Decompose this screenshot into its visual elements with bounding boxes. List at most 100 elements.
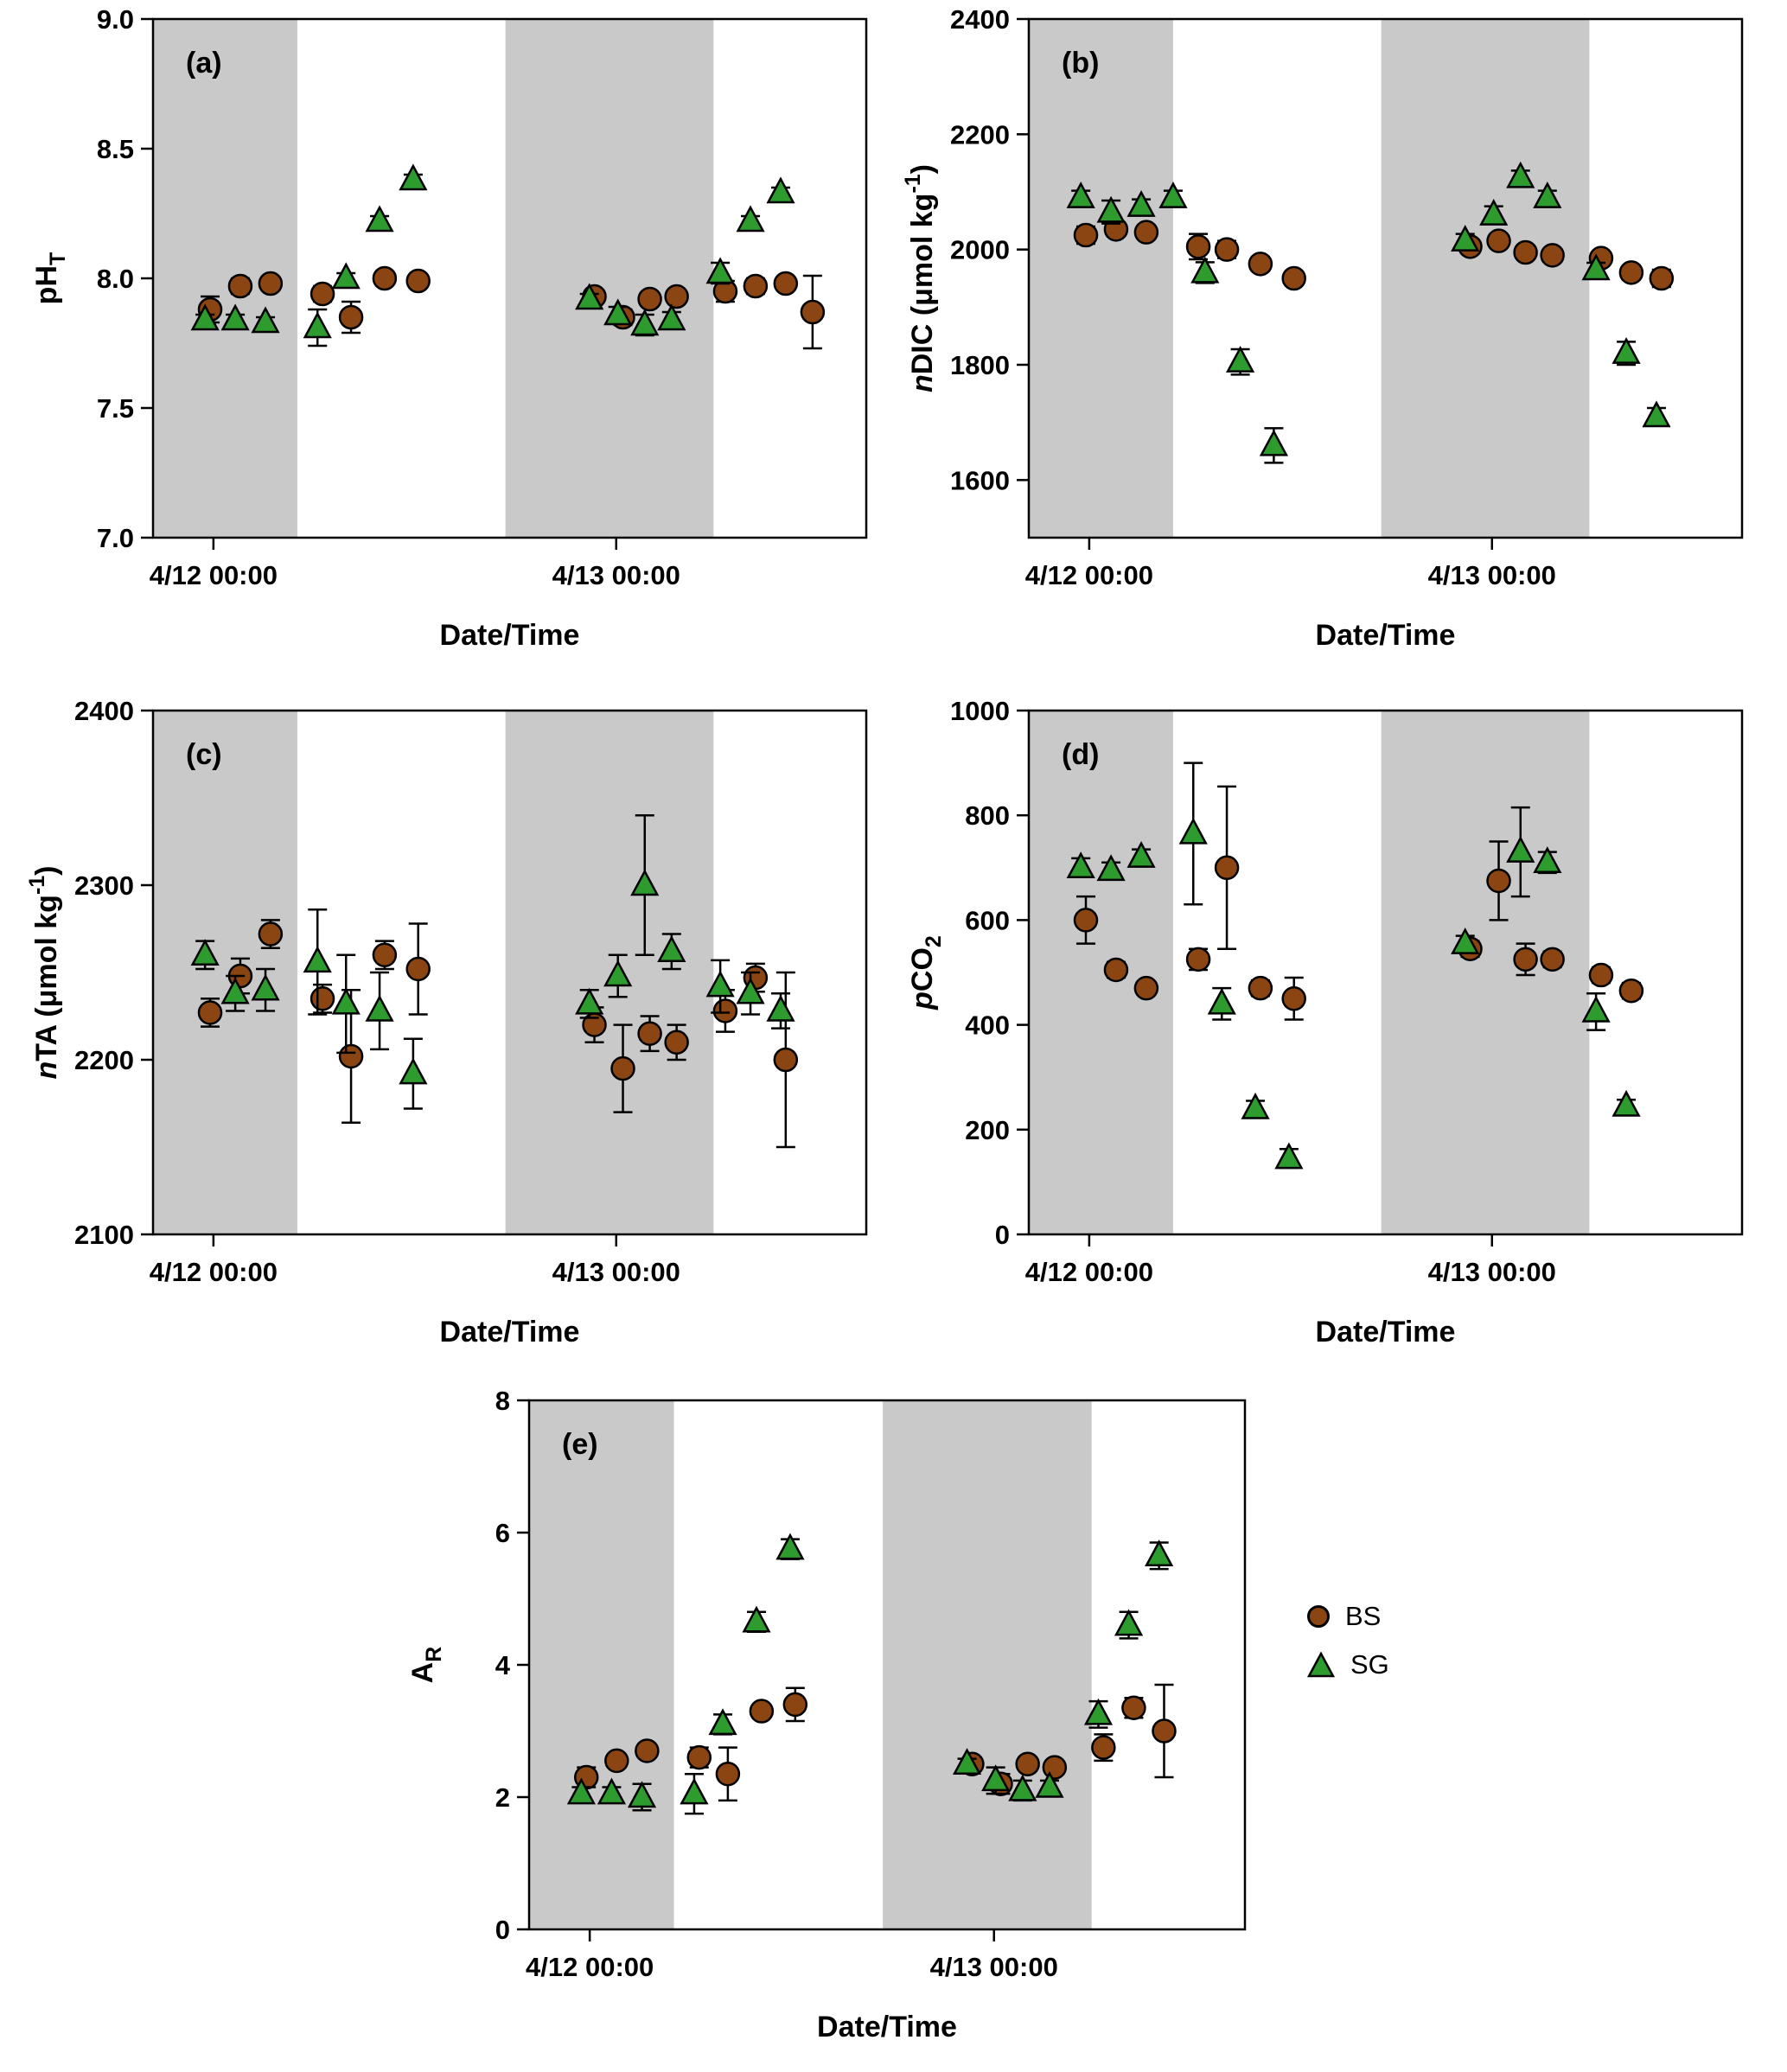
sg-marker (190, 939, 220, 966)
sg-marker (705, 257, 735, 284)
bs-marker (1540, 947, 1565, 972)
y-tick-label: 2000 (950, 235, 1010, 265)
bs-marker (1486, 868, 1511, 894)
bs-marker (310, 281, 335, 307)
panel-label: (a) (186, 47, 222, 80)
panel-a: 7.0 7.5 8.0 8.5 9.0 4/12 00:00 4/13 00:00 Date/… (30, 4, 868, 652)
sg-marker (1008, 1774, 1037, 1801)
panel-d: 0 200 400 600 800 1000 4/12 00:00 4/13 00:00 Dat… (906, 696, 1744, 1348)
bs-marker (664, 284, 689, 309)
sg-marker (1126, 841, 1156, 868)
y-tick-label: 8.5 (97, 134, 134, 164)
night-band (153, 711, 297, 1234)
bs-marker (1281, 986, 1306, 1011)
series-bs (1073, 785, 1644, 1021)
bs-marker (1540, 243, 1565, 268)
y-tick-label: 0 (995, 1220, 1010, 1250)
y-tick-label: 0 (495, 1915, 510, 1945)
sg-marker (736, 977, 765, 1004)
bs-marker (782, 1692, 808, 1718)
sg-marker (1241, 1092, 1270, 1119)
y-tick-label: 1600 (950, 465, 1010, 495)
bs-marker (773, 271, 799, 296)
sg-marker (657, 303, 686, 331)
plot-frame (1027, 17, 1744, 539)
sg-marker (1642, 400, 1671, 428)
y-tick-label: 1000 (950, 696, 1010, 726)
sg-marker (1066, 182, 1095, 208)
bs-marker (197, 1000, 223, 1025)
bs-marker (1121, 1695, 1146, 1720)
y-tick-label: 6 (495, 1518, 510, 1548)
y-tick-label: 7.5 (97, 393, 134, 424)
night-band (505, 711, 714, 1234)
panel-label: (d) (1062, 738, 1099, 771)
sg-marker (1126, 190, 1156, 217)
bs-marker (1248, 252, 1273, 277)
y-axis-title: AR (406, 1647, 446, 1684)
sg-marker (1611, 337, 1641, 364)
bs-marker (1649, 265, 1675, 291)
sg-marker (1190, 256, 1220, 284)
y-tick-label: 400 (965, 1010, 1010, 1041)
y-tick-label: 600 (965, 905, 1010, 935)
bs-marker (686, 1744, 712, 1770)
bs-marker (1103, 957, 1129, 983)
sg-marker (1259, 429, 1289, 456)
y-tick-label: 200 (965, 1115, 1010, 1145)
x-tick-label: 4/12 00:00 (1025, 560, 1153, 590)
x-axis-title: Date/Time (1316, 1316, 1456, 1348)
legend-item-bs: BS (1307, 1601, 1389, 1632)
sg-marker (952, 1748, 982, 1775)
bs-marker (712, 998, 738, 1023)
sg-marker (603, 298, 633, 326)
sg-marker (220, 303, 250, 331)
bs-marker (372, 942, 398, 968)
bs-marker (338, 1043, 364, 1069)
sg-marker (1479, 199, 1509, 226)
sg-marker-icon (1307, 1652, 1335, 1678)
bs-marker (1073, 222, 1099, 248)
sg-marker (1207, 987, 1236, 1015)
x-tick-label: 4/12 00:00 (150, 560, 278, 590)
bs-marker (1185, 947, 1211, 972)
legend-label-bs: BS (1345, 1601, 1382, 1631)
sg-marker (1066, 851, 1095, 879)
sg-marker (1506, 161, 1535, 188)
sg-marker (981, 1764, 1011, 1792)
sg-marker (190, 303, 220, 331)
y-axis-title: nTA (μmol kg-1) (25, 865, 63, 1079)
night-band (883, 1400, 1092, 1929)
sg-marker (1611, 1089, 1641, 1117)
sg-marker (251, 306, 280, 334)
sg-marker (1096, 195, 1126, 223)
bs-marker (604, 1748, 629, 1774)
sg-marker (766, 176, 795, 204)
bs-marker (637, 1021, 662, 1046)
x-tick-label: 4/12 00:00 (1025, 1257, 1153, 1287)
y-tick-label: 2300 (74, 870, 134, 901)
y-tick-label: 2100 (74, 1220, 134, 1250)
bs-marker (800, 299, 826, 325)
panel-c: 2100 2200 2300 2400 4/12 00:00 4/13 00:00 Date… (25, 696, 868, 1348)
bs-marker (1248, 975, 1273, 1001)
bs-marker (715, 1761, 741, 1787)
sg-marker (303, 311, 332, 339)
x-axis-title: Date/Time (1316, 619, 1456, 652)
y-tick-label: 2400 (74, 696, 134, 726)
y-tick-label: 8 (495, 1386, 510, 1416)
sg-marker (566, 1777, 596, 1805)
bs-marker (1214, 855, 1240, 881)
bs-marker (1281, 265, 1306, 291)
y-tick-label: 2400 (950, 4, 1010, 35)
x-axis-title: Date/Time (817, 2011, 957, 2043)
x-axis-title: Date/Time (440, 619, 580, 652)
sg-marker (1581, 995, 1611, 1023)
night-band (505, 19, 714, 538)
sg-marker (365, 205, 394, 233)
bs-marker (258, 271, 284, 296)
bs-marker (1133, 220, 1159, 245)
x-tick-label: 4/13 00:00 (930, 1952, 1058, 1982)
sg-marker (1096, 854, 1126, 882)
